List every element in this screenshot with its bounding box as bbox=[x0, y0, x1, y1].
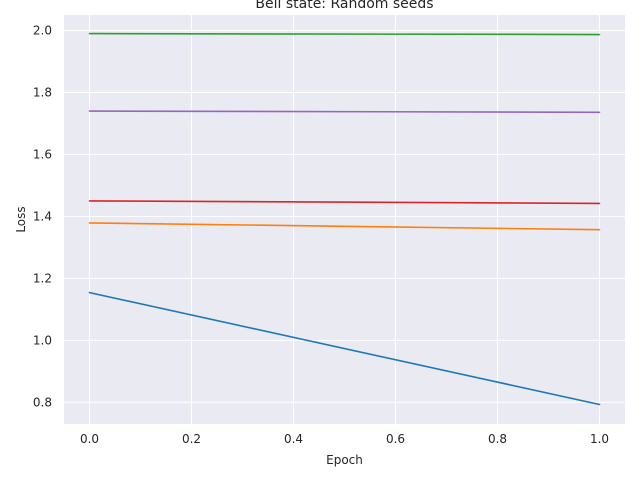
x-tick-label: 0.8 bbox=[488, 432, 507, 446]
x-tick-label: 0.2 bbox=[182, 432, 201, 446]
y-tick-label: 2.0 bbox=[33, 23, 52, 37]
grid-lines bbox=[64, 15, 625, 424]
x-tick-label: 0.4 bbox=[284, 432, 303, 446]
series-group bbox=[88, 32, 601, 406]
series-line-4 bbox=[88, 200, 601, 205]
y-tick-labels: 0.8 1.0 1.2 1.4 1.6 1.8 2.0 bbox=[33, 23, 52, 409]
x-tick-label: 0.0 bbox=[80, 432, 99, 446]
y-tick-label: 1.0 bbox=[33, 333, 52, 347]
series-line-5 bbox=[88, 110, 601, 114]
x-tick-labels: 0.0 0.2 0.4 0.6 0.8 1.0 bbox=[80, 432, 609, 446]
y-tick-label: 0.8 bbox=[33, 395, 52, 409]
x-tick-label: 0.6 bbox=[386, 432, 405, 446]
series-line-1 bbox=[88, 291, 601, 406]
y-axis-label: Loss bbox=[14, 206, 28, 232]
y-tick-label: 1.2 bbox=[33, 271, 52, 285]
y-tick-label: 1.4 bbox=[33, 209, 52, 223]
x-tick-label: 1.0 bbox=[590, 432, 609, 446]
series-line-3 bbox=[88, 32, 601, 36]
y-tick-label: 1.8 bbox=[33, 85, 52, 99]
x-axis-label: Epoch bbox=[326, 453, 363, 467]
y-tick-label: 1.6 bbox=[33, 147, 52, 161]
chart-title: Bell state: Random seeds bbox=[255, 0, 433, 12]
series-line-2 bbox=[88, 222, 601, 231]
plot-area bbox=[64, 15, 625, 424]
